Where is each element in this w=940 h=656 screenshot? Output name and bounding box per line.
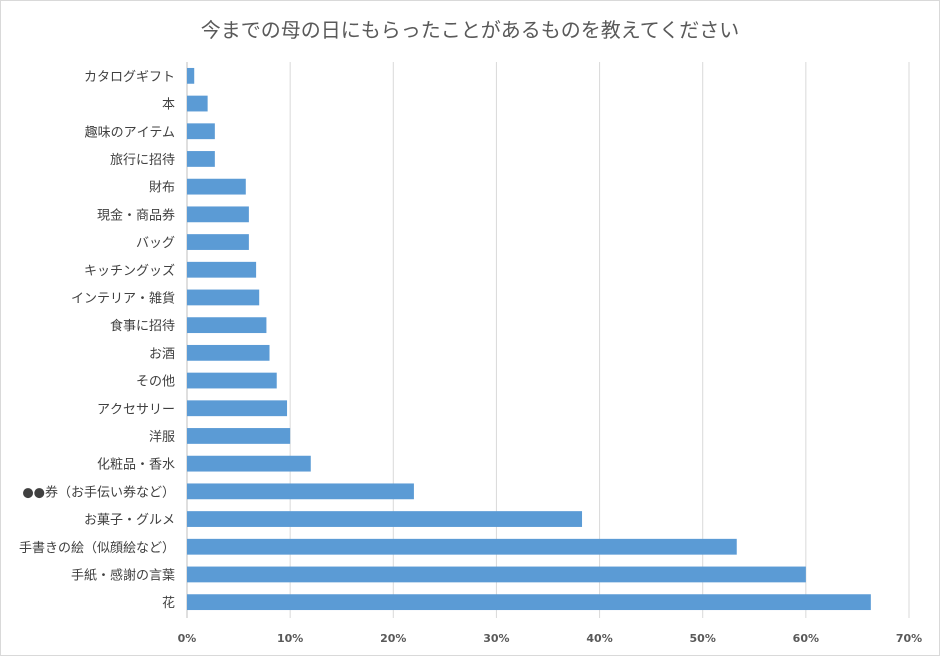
bar [187, 234, 249, 250]
category-label: カタログギフト [84, 70, 175, 85]
bar [187, 483, 414, 500]
bar [187, 289, 260, 306]
category-label: その他 [136, 375, 175, 390]
chart-title: 今までの母の日にもらったことがあるものを教えてください [200, 18, 740, 42]
bar [187, 206, 249, 223]
category-label: キッチングッズ [84, 263, 175, 279]
bar [187, 400, 288, 417]
bar [187, 372, 277, 389]
gridlines [186, 62, 910, 618]
x-tick-labels: 0% 10% 20% 30% 40% 50% 60% 70% [178, 632, 923, 645]
x-tick-label: 10% [277, 632, 303, 645]
category-label: お菓子・グルメ [84, 513, 175, 528]
bars [187, 67, 871, 611]
bar [187, 261, 257, 278]
category-label: 手書きの絵（似顔絵など） [19, 541, 175, 556]
category-label: アクセサリー [97, 402, 175, 417]
category-label: 現金・商品券 [97, 207, 175, 223]
category-label: 化粧品・香水 [97, 458, 175, 473]
x-tick-label: 70% [896, 632, 922, 645]
bar [187, 455, 311, 472]
category-label: 食事に招待 [110, 318, 175, 334]
category-label: 洋服 [149, 430, 175, 445]
category-label: 財布 [149, 181, 175, 196]
category-label: 旅行に招待 [110, 153, 175, 168]
category-label: バッグ [136, 236, 175, 251]
x-tick-label: 20% [380, 632, 406, 645]
x-tick-label: 30% [483, 632, 509, 645]
bar [187, 511, 583, 527]
category-label: 手紙・感謝の言葉 [71, 567, 175, 583]
bar [187, 594, 871, 611]
category-labels: カタログギフト本趣味のアイテム旅行に招待財布現金・商品券バッグキッチングッズイン… [19, 70, 175, 611]
category-label: インテリア・雑貨 [71, 290, 175, 306]
category-label: 趣味のアイテム [85, 125, 175, 140]
x-tick-label: 50% [690, 632, 716, 645]
bar [187, 67, 195, 84]
category-label: ●●券（お手伝い券など） [22, 484, 175, 500]
category-label: 花 [162, 595, 175, 611]
bar [187, 344, 270, 361]
bar [187, 317, 267, 334]
x-tick-label: 40% [586, 632, 612, 645]
x-tick-label: 60% [793, 632, 819, 645]
bar [187, 178, 246, 195]
x-tick-label: 0% [178, 632, 197, 645]
category-label: お酒 [149, 347, 175, 362]
bar [187, 566, 806, 583]
bar [187, 123, 215, 140]
bar [187, 151, 215, 167]
bar [187, 428, 291, 444]
category-label: 本 [162, 98, 175, 113]
bar [187, 95, 208, 112]
bar [187, 538, 737, 555]
